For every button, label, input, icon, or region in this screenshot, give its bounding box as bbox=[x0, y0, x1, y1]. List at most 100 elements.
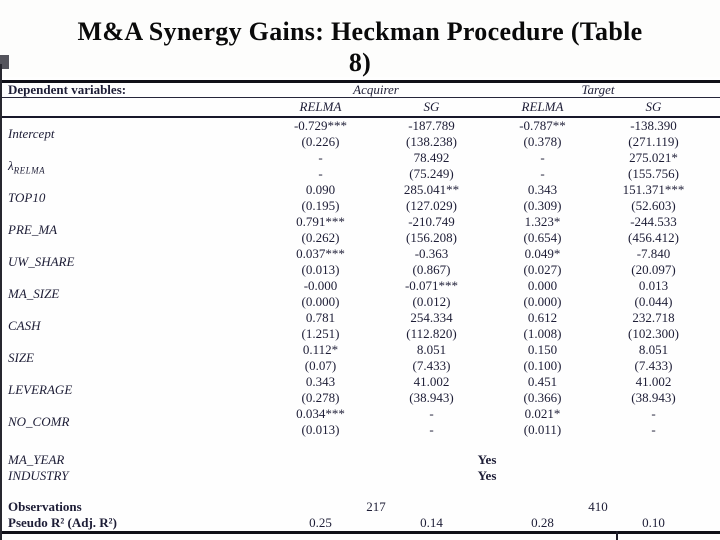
coef-value: 41.002 bbox=[635, 374, 672, 389]
table-row-ma-size: MA_SIZE -0.000 (0.000) -0.071*** (0.012) 0… bbox=[0, 278, 720, 310]
table-row-uw-share: UW_SHARE 0.037*** (0.013) -0.363 (0.867) 0… bbox=[0, 246, 720, 278]
coef-value: 0.781 bbox=[305, 310, 336, 325]
coef-value: 41.002 bbox=[413, 374, 450, 389]
observations-target: 410 bbox=[588, 499, 608, 514]
se-value: (52.603) bbox=[631, 198, 676, 213]
scan-artifact-smudge bbox=[0, 55, 9, 69]
table-row-leverage: LEVERAGE 0.343 (0.278) 41.002 (38.943) 0.4… bbox=[0, 374, 720, 406]
coef-value: 8.051 bbox=[638, 342, 669, 357]
table-row-top10: TOP10 0.090 (0.195) 285.041** (127.029) 0.… bbox=[0, 182, 720, 214]
row-label: λRELMA bbox=[8, 158, 46, 176]
coef-value: -138.390 bbox=[630, 118, 677, 133]
se-value: - bbox=[540, 166, 545, 181]
row-label: NO_COMR bbox=[8, 414, 70, 429]
coef-value: 0.451 bbox=[527, 374, 558, 389]
row-label: MA_YEAR bbox=[8, 452, 65, 467]
se-value: (112.820) bbox=[406, 326, 457, 341]
coef-value: -0.071*** bbox=[404, 278, 459, 293]
se-value: (0.100) bbox=[523, 358, 562, 373]
se-value: (38.943) bbox=[409, 390, 454, 405]
coef-value: 285.041** bbox=[403, 182, 460, 197]
pseudo-r2-value: 0.25 bbox=[309, 515, 332, 530]
se-value: (0.366) bbox=[523, 390, 562, 405]
table-bottom-rule bbox=[0, 531, 720, 534]
regression-table: Dependent variables: Acquirer Target REL… bbox=[0, 77, 720, 540]
fixed-effect-value: Yes bbox=[477, 452, 497, 467]
se-value: (1.008) bbox=[523, 326, 562, 341]
se-value: (0.195) bbox=[301, 198, 340, 213]
coef-value: - bbox=[318, 150, 323, 165]
lambda-subscript: RELMA bbox=[13, 165, 46, 176]
header-divider-rule bbox=[0, 97, 720, 98]
coef-value: 1.323* bbox=[524, 214, 561, 229]
table-header-groups: Dependent variables: Acquirer Target bbox=[0, 83, 720, 97]
se-value: (0.012) bbox=[412, 294, 451, 309]
se-value: (138.238) bbox=[406, 134, 457, 149]
observations-row: Observations 217 410 bbox=[0, 499, 720, 515]
coef-value: 0.021* bbox=[524, 406, 561, 421]
coef-value: -7.840 bbox=[636, 246, 671, 261]
bottom-tick-mark bbox=[616, 531, 618, 540]
se-value: (20.097) bbox=[631, 262, 676, 277]
se-value: - bbox=[429, 422, 434, 437]
se-value: (75.249) bbox=[409, 166, 454, 181]
coef-value: -244.533 bbox=[630, 214, 677, 229]
se-value: (271.119) bbox=[628, 134, 679, 149]
se-value: (0.000) bbox=[301, 294, 340, 309]
slide-title-line1: M&A Synergy Gains: Heckman Procedure (Ta… bbox=[77, 17, 643, 46]
coef-value: 0.343 bbox=[527, 182, 558, 197]
table-row-lambda-relma: λRELMA -- 78.492 (75.249) -- 275.021* (155… bbox=[0, 150, 720, 182]
coef-value: - bbox=[429, 406, 434, 421]
coef-value: -0.000 bbox=[303, 278, 338, 293]
table-row-pre-ma: PRE_MA 0.791*** (0.262) -210.749 (156.208)… bbox=[0, 214, 720, 246]
se-value: (0.013) bbox=[301, 422, 340, 437]
coef-value: 0.090 bbox=[305, 182, 336, 197]
table-row-size: SIZE 0.112* (0.07) 8.051 (7.433) 0.150 (0.1… bbox=[0, 342, 720, 374]
se-value: (0.044) bbox=[634, 294, 673, 309]
se-value: (156.208) bbox=[406, 230, 457, 245]
left-border-line bbox=[0, 64, 2, 540]
coef-value: -0.363 bbox=[414, 246, 449, 261]
se-value: (0.013) bbox=[301, 262, 340, 277]
table-row-intercept: Intercept -0.729*** (0.226) -187.789 (138.… bbox=[0, 118, 720, 150]
se-value: (0.309) bbox=[523, 198, 562, 213]
row-label: TOP10 bbox=[8, 190, 46, 205]
se-value: (0.867) bbox=[412, 262, 451, 277]
row-label: PRE_MA bbox=[8, 222, 58, 237]
observations-acquirer: 217 bbox=[366, 499, 386, 514]
empty-header-cell bbox=[0, 98, 265, 116]
se-value: (0.262) bbox=[301, 230, 340, 245]
slide-title-line2: 8) bbox=[348, 48, 372, 77]
table-row-no-comr: NO_COMR 0.034*** (0.013) -- 0.021* (0.011)… bbox=[0, 406, 720, 438]
pseudo-r2-row: Pseudo R² (Adj. R²) 0.25 0.14 0.28 0.10 bbox=[0, 515, 720, 531]
group-header-target: Target bbox=[581, 82, 615, 97]
se-value: (0.226) bbox=[301, 134, 340, 149]
coef-value: 0.037*** bbox=[296, 246, 345, 261]
table-row-cash: CASH 0.781 (1.251) 254.334 (112.820) 0.612… bbox=[0, 310, 720, 342]
se-value: (0.07) bbox=[304, 358, 337, 373]
coef-value: 0.049* bbox=[524, 246, 561, 261]
coef-value: - bbox=[540, 150, 545, 165]
row-label: Intercept bbox=[8, 126, 55, 141]
se-value: - bbox=[318, 166, 323, 181]
header-bottom-rule bbox=[0, 116, 720, 118]
coef-value: 0.612 bbox=[527, 310, 558, 325]
pseudo-r2-label: Pseudo R² (Adj. R²) bbox=[8, 515, 117, 530]
fixed-effect-row-industry: INDUSTRY Yes bbox=[0, 468, 720, 484]
coef-value: 232.718 bbox=[632, 310, 675, 325]
coef-value: 0.791*** bbox=[296, 214, 345, 229]
coef-value: -210.749 bbox=[408, 214, 455, 229]
pseudo-r2-value: 0.14 bbox=[420, 515, 443, 530]
dependent-variables-label: Dependent variables: bbox=[8, 82, 127, 97]
row-label: INDUSTRY bbox=[8, 468, 69, 483]
fixed-effect-value: Yes bbox=[477, 468, 497, 483]
column-header-sg-acquirer: SG bbox=[423, 99, 440, 114]
pseudo-r2-value: 0.28 bbox=[531, 515, 554, 530]
observations-label: Observations bbox=[8, 499, 82, 514]
coef-value: 0.000 bbox=[527, 278, 558, 293]
se-value: (0.654) bbox=[523, 230, 562, 245]
row-label: SIZE bbox=[8, 350, 34, 365]
coef-value: 0.013 bbox=[638, 278, 669, 293]
se-value: (102.300) bbox=[628, 326, 679, 341]
coef-value: 0.112* bbox=[302, 342, 339, 357]
